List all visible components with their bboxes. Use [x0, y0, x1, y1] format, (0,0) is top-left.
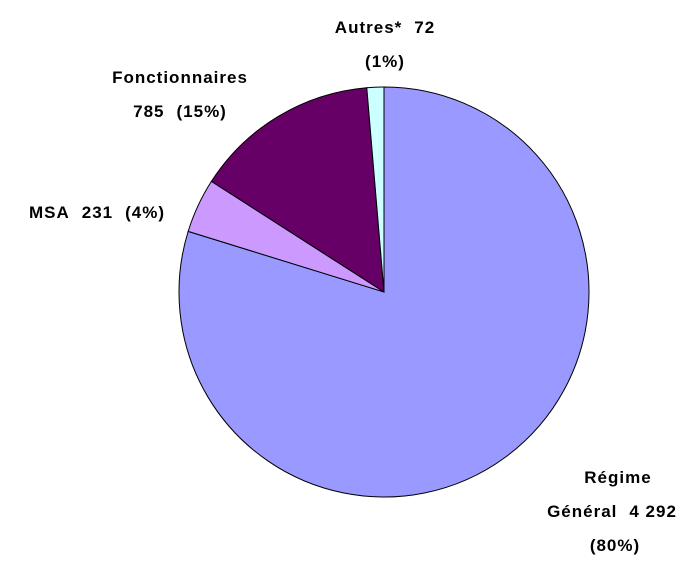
percent-label: (80%) — [589, 536, 641, 555]
category-label: Fonctionnaires — [112, 68, 248, 87]
percent-label: (15%) — [176, 102, 227, 121]
slice-label: Autres* 72 (1%) — [300, 11, 470, 79]
category-label: MSA — [28, 203, 70, 222]
category-label: Autres* — [334, 18, 403, 37]
category-label: Régime Général — [547, 468, 652, 521]
slice-label: MSA 231 (4%) — [2, 196, 192, 230]
value-label: 72 — [414, 18, 436, 37]
value-label: 231 — [81, 203, 114, 222]
value-label: 785 — [133, 102, 165, 121]
value-label: 4 292 — [629, 502, 677, 521]
pie-slice — [210, 87, 385, 293]
pie-slice — [366, 86, 385, 293]
percent-label: (1%) — [365, 52, 405, 71]
percent-label: (4%) — [125, 203, 166, 222]
slice-label: Fonctionnaires 785 (15%) — [80, 61, 280, 129]
pie-slice — [178, 86, 590, 498]
slice-label: Régime Général 4 292 (80%) — [535, 461, 695, 563]
